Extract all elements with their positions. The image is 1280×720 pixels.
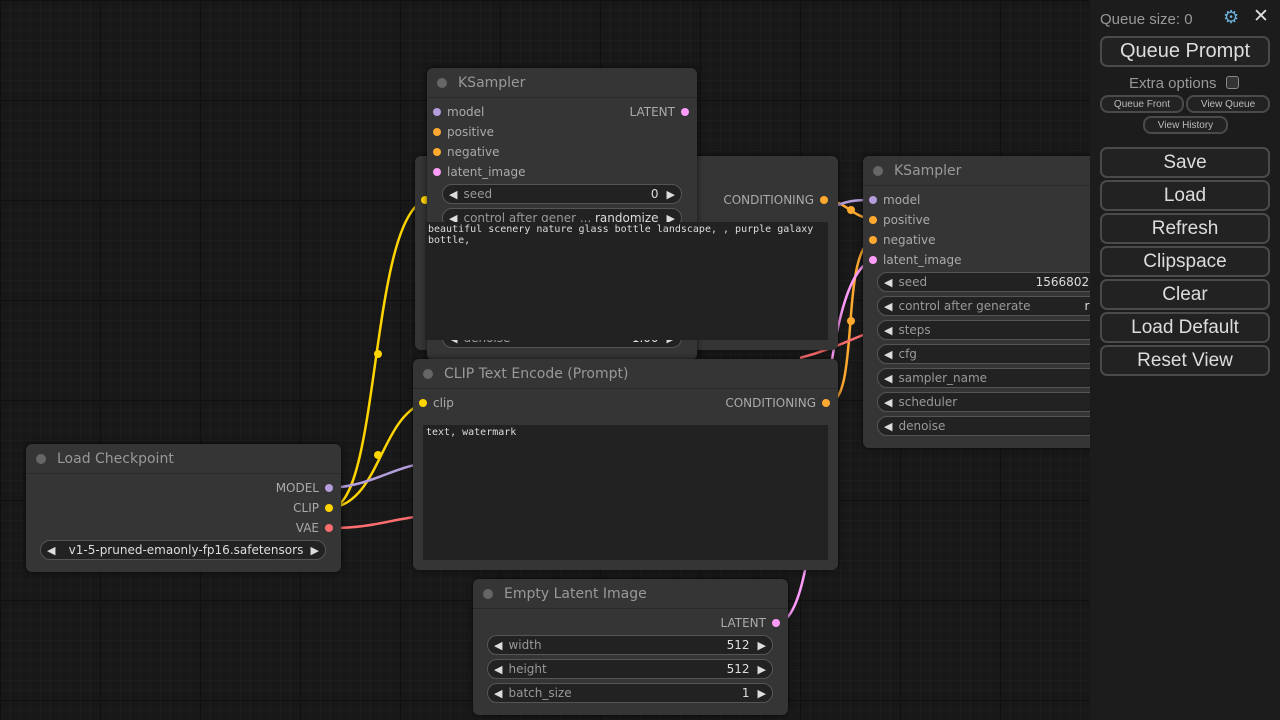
widget-label: denoise bbox=[898, 419, 946, 433]
input-model[interactable]: model bbox=[883, 193, 921, 207]
collapse-dot[interactable] bbox=[423, 368, 433, 379]
height-widget[interactable]: ◀ height 512 ▶ bbox=[487, 659, 773, 679]
save-button[interactable]: Save bbox=[1100, 147, 1270, 178]
collapse-dot[interactable] bbox=[36, 453, 46, 464]
widget-label: steps bbox=[898, 323, 931, 337]
extra-options-checkbox[interactable] bbox=[1226, 76, 1239, 89]
collapse-dot[interactable] bbox=[437, 77, 447, 88]
ckpt-name-widget[interactable]: ◀ v1-5-pruned-emaonly-fp16.safetensors ▶ bbox=[40, 540, 326, 560]
clear-button[interactable]: Clear bbox=[1100, 279, 1270, 310]
wire-clip-pos bbox=[331, 198, 426, 510]
widget-label: scheduler bbox=[898, 395, 958, 409]
load-checkpoint-node[interactable]: Load Checkpoint MODEL CLIP VAE ◀ v1-5-pru… bbox=[26, 444, 341, 572]
input-positive[interactable]: positive bbox=[883, 213, 931, 227]
load-default-button[interactable]: Load Default bbox=[1100, 312, 1270, 343]
view-history-button[interactable]: View History bbox=[1143, 116, 1228, 134]
widget-label: control after generate bbox=[898, 299, 1031, 313]
decrement-arrow-icon[interactable]: ◀ bbox=[884, 275, 893, 289]
reset-view-button[interactable]: Reset View bbox=[1100, 345, 1270, 376]
decrement-arrow-icon[interactable]: ◀ bbox=[884, 299, 893, 313]
node-title: KSampler bbox=[458, 74, 526, 91]
clipspace-button[interactable]: Clipspace bbox=[1100, 246, 1270, 277]
positive-prompt-textarea[interactable]: beautiful scenery nature glass bottle la… bbox=[425, 222, 828, 340]
input-clip[interactable]: clip bbox=[433, 396, 454, 410]
close-icon[interactable]: ✕ bbox=[1253, 5, 1269, 27]
decrement-arrow-icon[interactable]: ◀ bbox=[884, 419, 893, 433]
extra-options-label: Extra options bbox=[1129, 75, 1217, 92]
output-clip[interactable]: CLIP bbox=[293, 501, 319, 515]
clip-text-encode-negative-node[interactable]: CLIP Text Encode (Prompt) clip CONDITION… bbox=[413, 359, 838, 570]
output-model[interactable]: MODEL bbox=[275, 481, 319, 495]
queue-prompt-button[interactable]: Queue Prompt bbox=[1100, 36, 1270, 67]
width-widget[interactable]: ◀ width 512 ▶ bbox=[487, 635, 773, 655]
output-latent[interactable]: LATENT bbox=[629, 105, 675, 119]
negative-prompt-textarea[interactable]: text, watermark bbox=[423, 425, 828, 560]
decrement-arrow-icon[interactable]: ◀ bbox=[884, 347, 893, 361]
input-latent-image[interactable]: latent_image bbox=[447, 165, 526, 179]
menu-panel: Queue size: 0 ⚙ ✕ Queue Prompt Extra opt… bbox=[1090, 0, 1280, 720]
batch-size-widget[interactable]: ◀ batch_size 1 ▶ bbox=[487, 683, 773, 703]
clip-input-port[interactable] bbox=[421, 196, 429, 204]
empty-latent-image-node[interactable]: Empty Latent Image LATENT ◀ width 512 ▶ ◀ he… bbox=[473, 579, 788, 715]
output-conditioning[interactable]: CONDITIONING bbox=[725, 396, 816, 410]
load-button[interactable]: Load bbox=[1100, 180, 1270, 211]
output-latent[interactable]: LATENT bbox=[720, 616, 766, 630]
node-title: Load Checkpoint bbox=[57, 450, 174, 467]
widget-label: seed bbox=[898, 275, 928, 289]
input-negative[interactable]: negative bbox=[447, 145, 500, 159]
node-title: CLIP Text Encode (Prompt) bbox=[444, 365, 629, 382]
widget-label: cfg bbox=[898, 347, 917, 361]
widget-label: sampler_name bbox=[898, 371, 988, 385]
node-title: KSampler bbox=[894, 162, 962, 179]
output-label: CONDITIONING bbox=[723, 193, 814, 207]
node-title: Empty Latent Image bbox=[504, 585, 647, 602]
collapse-dot[interactable] bbox=[873, 165, 883, 176]
decrement-arrow-icon[interactable]: ◀ bbox=[884, 371, 893, 385]
input-negative[interactable]: negative bbox=[883, 233, 936, 247]
output-vae[interactable]: VAE bbox=[295, 521, 319, 535]
scheduler-widget[interactable]: ◀schedulern bbox=[877, 392, 1127, 412]
refresh-button[interactable]: Refresh bbox=[1100, 213, 1270, 244]
denoise-widget[interactable]: ◀ denoise bbox=[877, 416, 1127, 436]
decrement-arrow-icon[interactable]: ◀ bbox=[884, 395, 893, 409]
queue-size: Queue size: 0 bbox=[1100, 11, 1193, 28]
input-model[interactable]: model bbox=[447, 105, 485, 119]
steps-widget[interactable]: ◀ steps bbox=[877, 320, 1127, 340]
input-latent-image[interactable]: latent_image bbox=[883, 253, 962, 267]
gear-icon[interactable]: ⚙ bbox=[1223, 7, 1240, 28]
wire-vae bbox=[331, 515, 416, 530]
wire-model bbox=[331, 463, 416, 490]
wire-clip-neg bbox=[331, 401, 424, 510]
conditioning-output-port[interactable] bbox=[820, 196, 828, 204]
input-positive[interactable]: positive bbox=[447, 125, 495, 139]
decrement-arrow-icon[interactable]: ◀ bbox=[884, 323, 893, 337]
seed-widget[interactable]: ◀ seed 0 ▶ bbox=[442, 184, 682, 204]
cfg-widget[interactable]: ◀ cfg bbox=[877, 344, 1127, 364]
ksampler-node-2[interactable]: KSampler model positive negative latent_… bbox=[863, 156, 1127, 448]
queue-front-button[interactable]: Queue Front bbox=[1100, 95, 1184, 113]
view-queue-button[interactable]: View Queue bbox=[1186, 95, 1270, 113]
collapse-dot[interactable] bbox=[483, 588, 493, 599]
